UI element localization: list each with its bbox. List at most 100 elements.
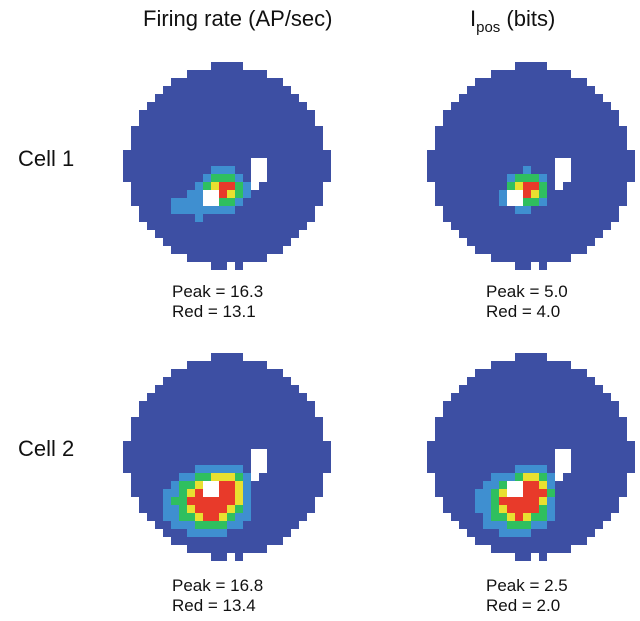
- heatmap-cell: [187, 158, 195, 166]
- heatmap-cell: [275, 214, 283, 222]
- heatmap-cell: [547, 206, 555, 214]
- heatmap-cell: [259, 433, 267, 441]
- heatmap-cell: [171, 521, 179, 529]
- heatmap-cell: [299, 222, 307, 230]
- heatmap-cell: [243, 206, 251, 214]
- red-value: Red = 2.0: [486, 596, 561, 615]
- heatmap-cell: [499, 246, 507, 254]
- heatmap-cell: [475, 214, 483, 222]
- heatmap-cell: [235, 385, 243, 393]
- heatmap-cell: [611, 214, 619, 222]
- heatmap-cell: [451, 150, 459, 158]
- heatmap-cell: [435, 150, 443, 158]
- heatmap-cell: [611, 441, 619, 449]
- heatmap-cell: [499, 118, 507, 126]
- heatmap-cell: [595, 489, 603, 497]
- heatmap-cell: [507, 361, 515, 369]
- heatmap-cell: [523, 545, 531, 553]
- heatmap-cell: [171, 393, 179, 401]
- heatmap-cell: [483, 481, 491, 489]
- red-value: Red = 13.1: [172, 302, 256, 321]
- heatmap-cell: [507, 497, 515, 505]
- heatmap-cell: [507, 238, 515, 246]
- heatmap-cell: [235, 489, 243, 497]
- heatmap-cell: [539, 118, 547, 126]
- heatmap-cell: [251, 206, 259, 214]
- heatmap-cell: [539, 489, 547, 497]
- heatmap-cell: [547, 401, 555, 409]
- heatmap-cell: [259, 385, 267, 393]
- heatmap-cell: [283, 473, 291, 481]
- heatmap-cell: [483, 246, 491, 254]
- heatmap-cell: [139, 409, 147, 417]
- heatmap-cell: [155, 393, 163, 401]
- heatmap-cell: [523, 118, 531, 126]
- heatmap-cell: [227, 238, 235, 246]
- heatmap-cell: [595, 158, 603, 166]
- heatmap-cell: [235, 102, 243, 110]
- heatmap-cell: [515, 78, 523, 86]
- heatmap-cell: [491, 222, 499, 230]
- heatmap-cell: [275, 230, 283, 238]
- heatmap-cell: [267, 118, 275, 126]
- heatmap-cell: [203, 158, 211, 166]
- heatmap-cell: [483, 489, 491, 497]
- heatmap-cell: [211, 118, 219, 126]
- heatmap-cell: [435, 489, 443, 497]
- heatmap-cell: [179, 126, 187, 134]
- heatmap-cell: [203, 166, 211, 174]
- heatmap-cell: [275, 425, 283, 433]
- heatmap-cell: [147, 150, 155, 158]
- heatmap-cell: [291, 214, 299, 222]
- heatmap-cell: [155, 489, 163, 497]
- heatmap-cell: [187, 489, 195, 497]
- heatmap-cell: [507, 377, 515, 385]
- heatmap-cell: [459, 126, 467, 134]
- heatmap-cell: [603, 126, 611, 134]
- heatmap-cell: [523, 481, 531, 489]
- heatmap-cell: [155, 214, 163, 222]
- heatmap-cell: [251, 142, 259, 150]
- heatmap-cell: [499, 142, 507, 150]
- heatmap-cell: [499, 102, 507, 110]
- heatmap-cell: [555, 361, 563, 369]
- heatmap-cell: [179, 513, 187, 521]
- heatmap-cell: [491, 513, 499, 521]
- heatmap-cell: [571, 425, 579, 433]
- heatmap-cell: [235, 433, 243, 441]
- heatmap-cell: [555, 94, 563, 102]
- heatmap-cell: [299, 142, 307, 150]
- heatmap-cell: [219, 385, 227, 393]
- heatmap-cell: [563, 537, 571, 545]
- heatmap-cell: [475, 529, 483, 537]
- heatmap-cell: [619, 481, 627, 489]
- heatmap-cell: [187, 70, 195, 78]
- heatmap-cell: [579, 230, 587, 238]
- heatmap-cell: [443, 118, 451, 126]
- heatmap-cell: [507, 521, 515, 529]
- heatmap-cell: [539, 62, 547, 70]
- heatmap-cell: [235, 361, 243, 369]
- heatmap-cell: [507, 182, 515, 190]
- heatmap-cell: [571, 102, 579, 110]
- heatmap-cell: [547, 238, 555, 246]
- heatmap-cell: [515, 449, 523, 457]
- heatmap-cell: [587, 529, 595, 537]
- heatmap-cell: [515, 142, 523, 150]
- heatmap-cell: [203, 385, 211, 393]
- heatmap-cell: [555, 401, 563, 409]
- heatmap-cell: [243, 238, 251, 246]
- heatmap-cell: [139, 182, 147, 190]
- heatmap-cell: [227, 126, 235, 134]
- heatmap-cell: [523, 134, 531, 142]
- heatmap-cell: [291, 473, 299, 481]
- heatmap-cell: [211, 238, 219, 246]
- heatmap-cell: [227, 102, 235, 110]
- heatmap-cell: [499, 158, 507, 166]
- heatmap-cell: [267, 78, 275, 86]
- heatmap-cell: [299, 102, 307, 110]
- heatmap-cell: [219, 222, 227, 230]
- heatmap-cell: [291, 134, 299, 142]
- heatmap-cell: [491, 361, 499, 369]
- heatmap-cell: [299, 126, 307, 134]
